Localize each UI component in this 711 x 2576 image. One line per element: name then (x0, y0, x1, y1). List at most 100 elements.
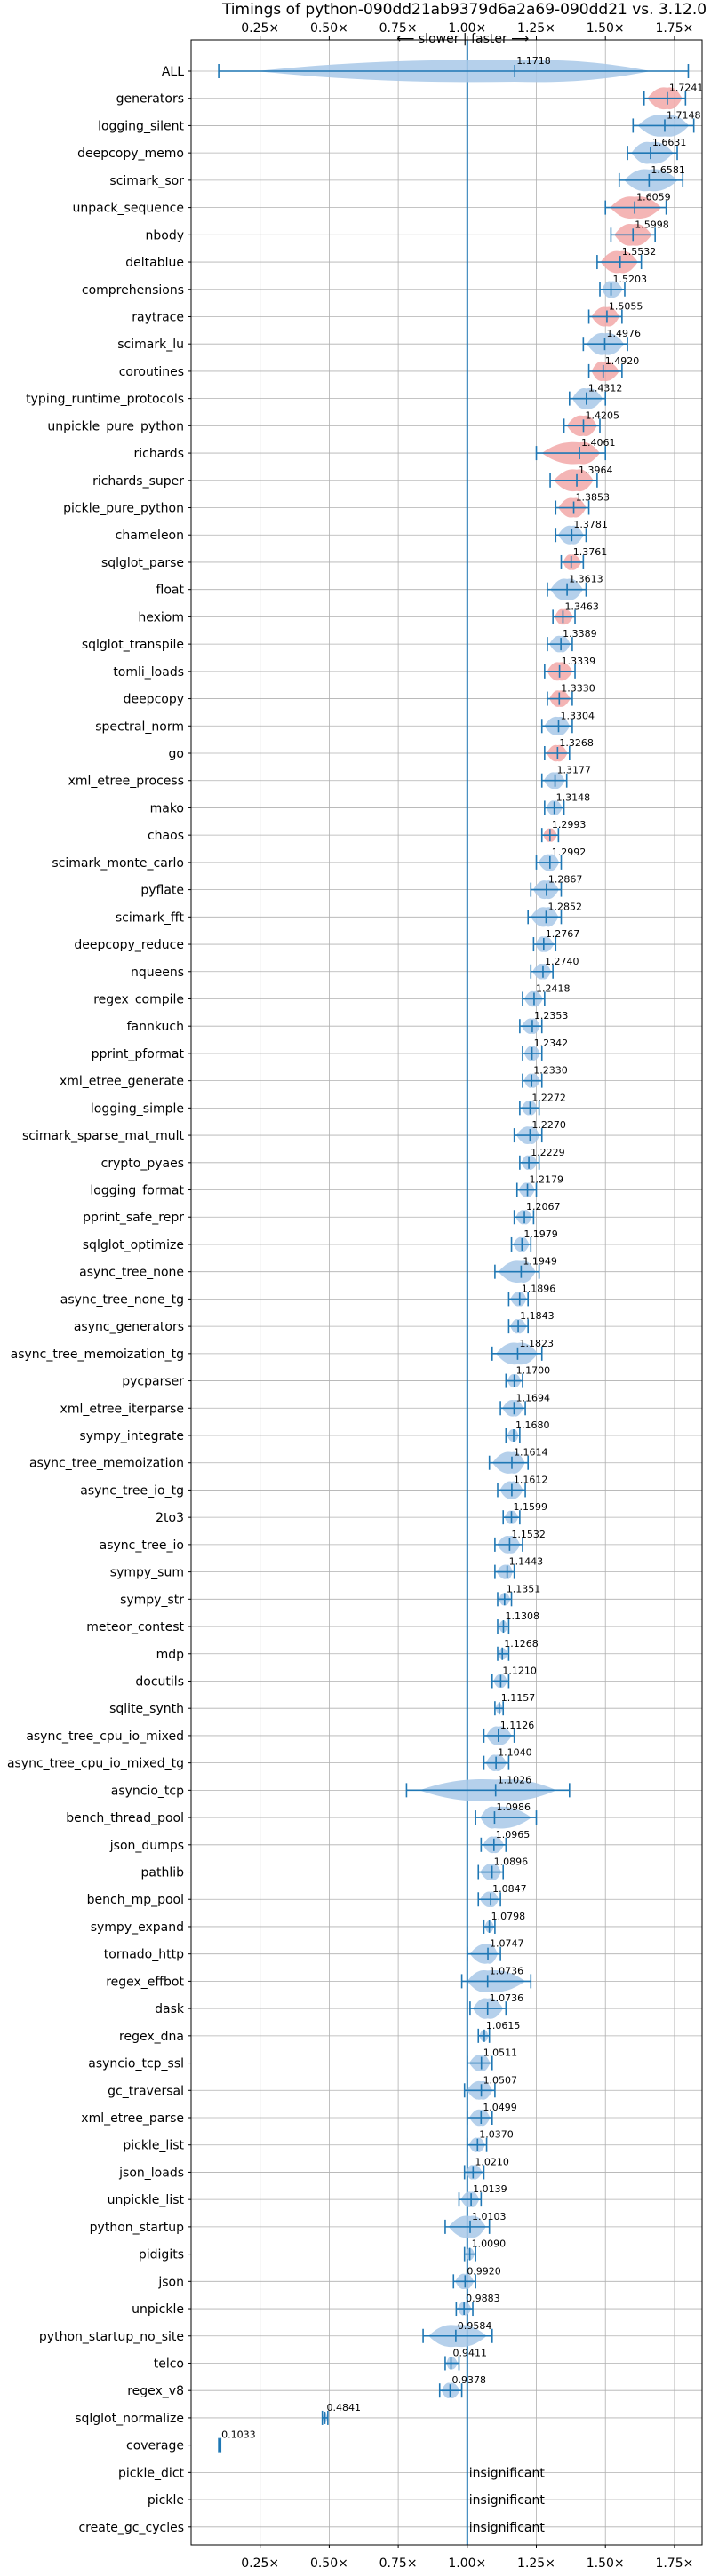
row-label: pathlib (141, 1866, 185, 1880)
row-label: sympy_expand (91, 1920, 184, 1935)
value-label: 1.0210 (475, 2156, 509, 2167)
row-label: async_tree_io_tg (80, 1483, 184, 1498)
row-label: hexiom (138, 610, 184, 624)
value-label: 1.5998 (635, 219, 669, 230)
value-label: 1.1599 (514, 1501, 548, 1513)
value-label: 1.2330 (533, 1065, 568, 1077)
value-label: 1.1351 (507, 1583, 541, 1594)
value-label: 1.2740 (545, 956, 579, 967)
row-label: tornado_http (104, 1948, 184, 1962)
axes (190, 39, 703, 2546)
value-label: 1.2993 (552, 819, 587, 831)
row-label: scimark_fft (116, 910, 185, 925)
value-label: 0.9584 (458, 2320, 492, 2332)
value-label: 1.2067 (526, 1201, 561, 1212)
chart-subtitle: ⟵ slower | faster ⟶ (396, 32, 529, 46)
value-label: 1.3304 (561, 710, 595, 721)
row-label: async_tree_cpu_io_mixed_tg (7, 1757, 184, 1771)
row-label: chameleon (116, 529, 184, 543)
row-label: tomli_loads (113, 665, 184, 680)
row-label: regex_v8 (127, 2384, 184, 2398)
row-label: 2to3 (156, 1511, 184, 1525)
value-label: 1.5055 (609, 300, 643, 312)
insignificant-label: insignificant (469, 2521, 546, 2535)
row-label: deepcopy (124, 693, 184, 707)
row-label: unpickle_pure_python (47, 419, 184, 433)
plot-frame (190, 39, 703, 2546)
value-label: 1.3148 (556, 791, 591, 803)
value-label: 1.1949 (523, 1256, 557, 1268)
value-label: 1.7241 (669, 83, 704, 94)
value-label: 1.2342 (534, 1038, 569, 1049)
row-label: float (156, 584, 185, 598)
row-label: xml_etree_process (68, 775, 184, 789)
row-label: generators (116, 92, 184, 107)
row-label: xml_etree_iterparse (60, 1402, 184, 1416)
row-label: go (169, 747, 184, 761)
chart-title: Timings of python-090dd21ab9379d6a2a69-0… (221, 1, 707, 19)
bottom-tick-label: 1.25× (517, 2556, 555, 2571)
row-label: sympy_sum (110, 1566, 184, 1580)
value-label: 1.2767 (546, 928, 580, 940)
value-label: 1.3268 (559, 737, 594, 749)
value-label: 1.6059 (636, 192, 671, 203)
row-label: nbody (146, 228, 185, 242)
value-label: 1.3964 (579, 465, 613, 476)
value-label: 1.1700 (516, 1365, 551, 1377)
bottom-tick-label: 0.50× (310, 2556, 348, 2571)
row-label: unpickle_list (108, 2193, 185, 2207)
row-label: sqlglot_parse (101, 556, 184, 570)
row-label: sqlglot_transpile (82, 638, 184, 652)
value-label: 1.3339 (562, 656, 596, 667)
top-tick-label: 1.75× (655, 21, 693, 36)
value-label: 1.3330 (561, 683, 595, 695)
grid-lines (188, 36, 702, 2548)
tick-labels: 0.25× 0.25× 0.50× 0.50× 0.75× 0.75× 1.00× 1.00×… (241, 21, 693, 2571)
row-label: mdp (156, 1648, 185, 1662)
row-label: pickle (148, 2493, 184, 2508)
bottom-tick-label: 0.25× (241, 2556, 279, 2571)
bottom-tick-label: 1.00× (448, 2556, 486, 2571)
row-label: pyflate (140, 884, 184, 898)
row-label: regex_compile (93, 992, 184, 1006)
row-label: chaos (148, 829, 184, 843)
row-label: mako (150, 801, 184, 815)
row-label: regex_dna (119, 2030, 184, 2044)
row-label: xml_etree_parse (81, 2111, 184, 2126)
value-label: 1.0511 (483, 2047, 518, 2059)
value-label: 1.1126 (500, 1720, 535, 1731)
value-label: 0.9411 (453, 2347, 487, 2358)
top-tick-label: 1.50× (587, 21, 625, 36)
data-marks: 1.1718 1.7241 1.7148 1.6631 1.6581 1.6059 1.59… (218, 55, 704, 2535)
value-label: 1.4976 (606, 328, 641, 339)
row-label: pidigits (139, 2248, 184, 2262)
row-label: gc_traversal (108, 2084, 184, 2098)
value-label: 1.1614 (514, 1447, 548, 1459)
value-label: 1.2229 (531, 1147, 565, 1158)
row-label: coverage (126, 2439, 184, 2453)
row-label: telco (154, 2357, 184, 2371)
value-label: 1.1532 (511, 1529, 546, 1540)
row-label: json_dumps (109, 1839, 184, 1853)
value-label: 1.1040 (498, 1747, 532, 1759)
row-label: pycparser (122, 1375, 184, 1389)
row-label: sqlite_synth (109, 1702, 184, 1716)
value-label: 1.0965 (496, 1829, 531, 1841)
value-label: 1.0499 (483, 2102, 517, 2113)
row-label: async_tree_cpu_io_mixed (26, 1729, 184, 1744)
value-label: 1.1210 (502, 1665, 537, 1676)
value-label: 1.1823 (519, 1338, 554, 1349)
value-label: 1.5203 (613, 274, 648, 285)
row-label: sqlglot_optimize (83, 1238, 184, 1252)
value-label: 1.2418 (536, 982, 571, 994)
row-label: logging_silent (98, 119, 184, 133)
row-label: pickle_dict (118, 2466, 185, 2480)
value-label: 1.4920 (605, 355, 640, 367)
top-tick-label: 0.25× (241, 21, 279, 36)
row-label: bench_thread_pool (66, 1811, 184, 1825)
value-label: 1.3853 (576, 492, 611, 504)
row-label: pickle_list (123, 2139, 184, 2153)
bottom-tick-label: 1.75× (655, 2556, 693, 2571)
top-tick-label: 0.75× (379, 21, 418, 36)
value-label: 1.0798 (491, 1911, 526, 1922)
